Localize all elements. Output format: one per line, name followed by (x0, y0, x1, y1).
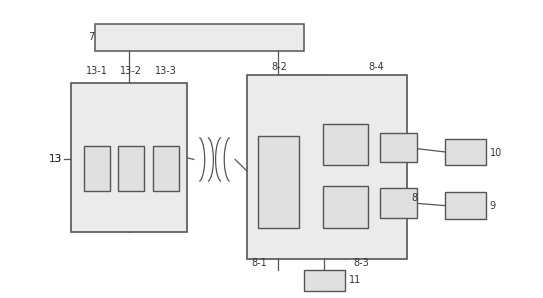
Text: 8: 8 (411, 193, 417, 203)
Text: 13-2: 13-2 (121, 66, 142, 76)
Bar (118, 146, 144, 191)
Text: 8-3: 8-3 (353, 258, 369, 268)
Bar (445, 139, 486, 165)
Bar (71, 83, 187, 232)
Text: 13-1: 13-1 (86, 66, 108, 76)
Text: 11: 11 (349, 275, 362, 285)
Bar (304, 270, 345, 291)
Bar (247, 74, 407, 259)
Bar (380, 133, 417, 162)
Bar (323, 124, 368, 165)
Text: 10: 10 (490, 148, 502, 158)
Bar (323, 186, 368, 228)
Bar (380, 188, 417, 218)
Text: 7: 7 (88, 32, 94, 42)
Bar (258, 136, 299, 228)
Text: 13: 13 (49, 154, 62, 164)
Bar (95, 24, 304, 51)
Text: 13-3: 13-3 (155, 66, 176, 76)
Text: 8-1: 8-1 (251, 258, 267, 268)
Bar (153, 146, 179, 191)
Text: 8-2: 8-2 (272, 62, 287, 72)
Text: 13: 13 (49, 154, 62, 164)
Text: 9: 9 (490, 201, 496, 211)
Bar (84, 146, 110, 191)
Text: 8-4: 8-4 (368, 62, 384, 72)
Bar (445, 192, 486, 219)
